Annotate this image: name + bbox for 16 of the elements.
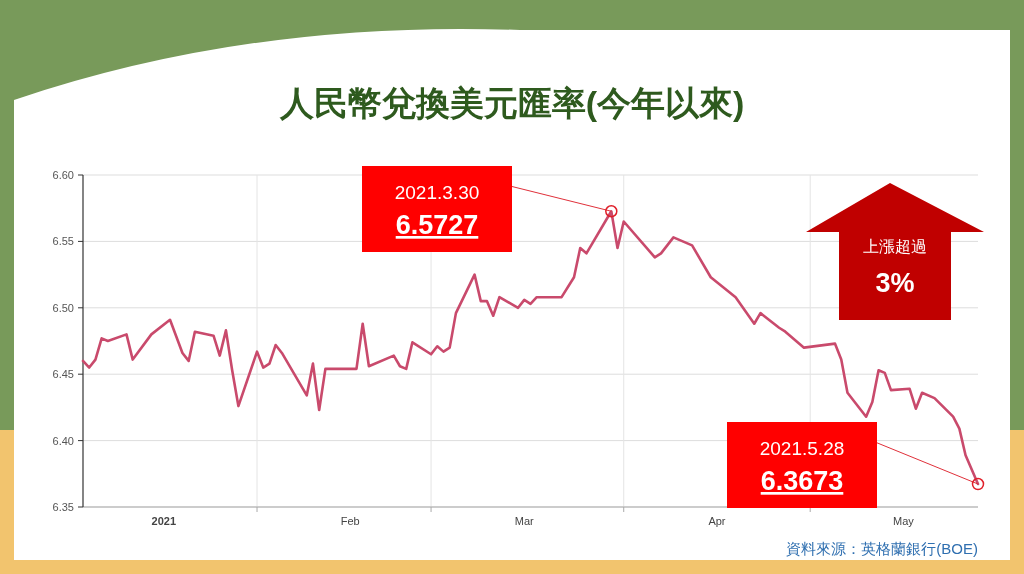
annotation: 2021.3.30 6.5727 <box>394 182 480 240</box>
x-tick-label: Mar <box>514 515 535 527</box>
annotation: 上漲超過 3% <box>863 238 927 298</box>
chart-title: 人民幣兌換美元匯率(今年以來) <box>278 84 745 122</box>
source-note: 資料來源：英格蘭銀行(BOE) <box>786 540 978 557</box>
y-tick-label: 6.35 <box>52 501 74 513</box>
x-tick-label: May <box>893 515 915 527</box>
y-tick-label: 6.45 <box>52 368 74 381</box>
x-tick-label: Feb <box>340 515 360 527</box>
y-tick-label: 6.55 <box>52 235 74 248</box>
y-tick-label: 6.40 <box>52 434 74 447</box>
annotation: 2021.5.28 6.3673 <box>759 438 845 496</box>
y-tick-label: 6.60 <box>52 169 74 181</box>
x-tick-label: 2021 <box>151 515 177 527</box>
x-tick-label: Apr <box>708 515 726 527</box>
y-tick-label: 6.50 <box>52 301 74 314</box>
